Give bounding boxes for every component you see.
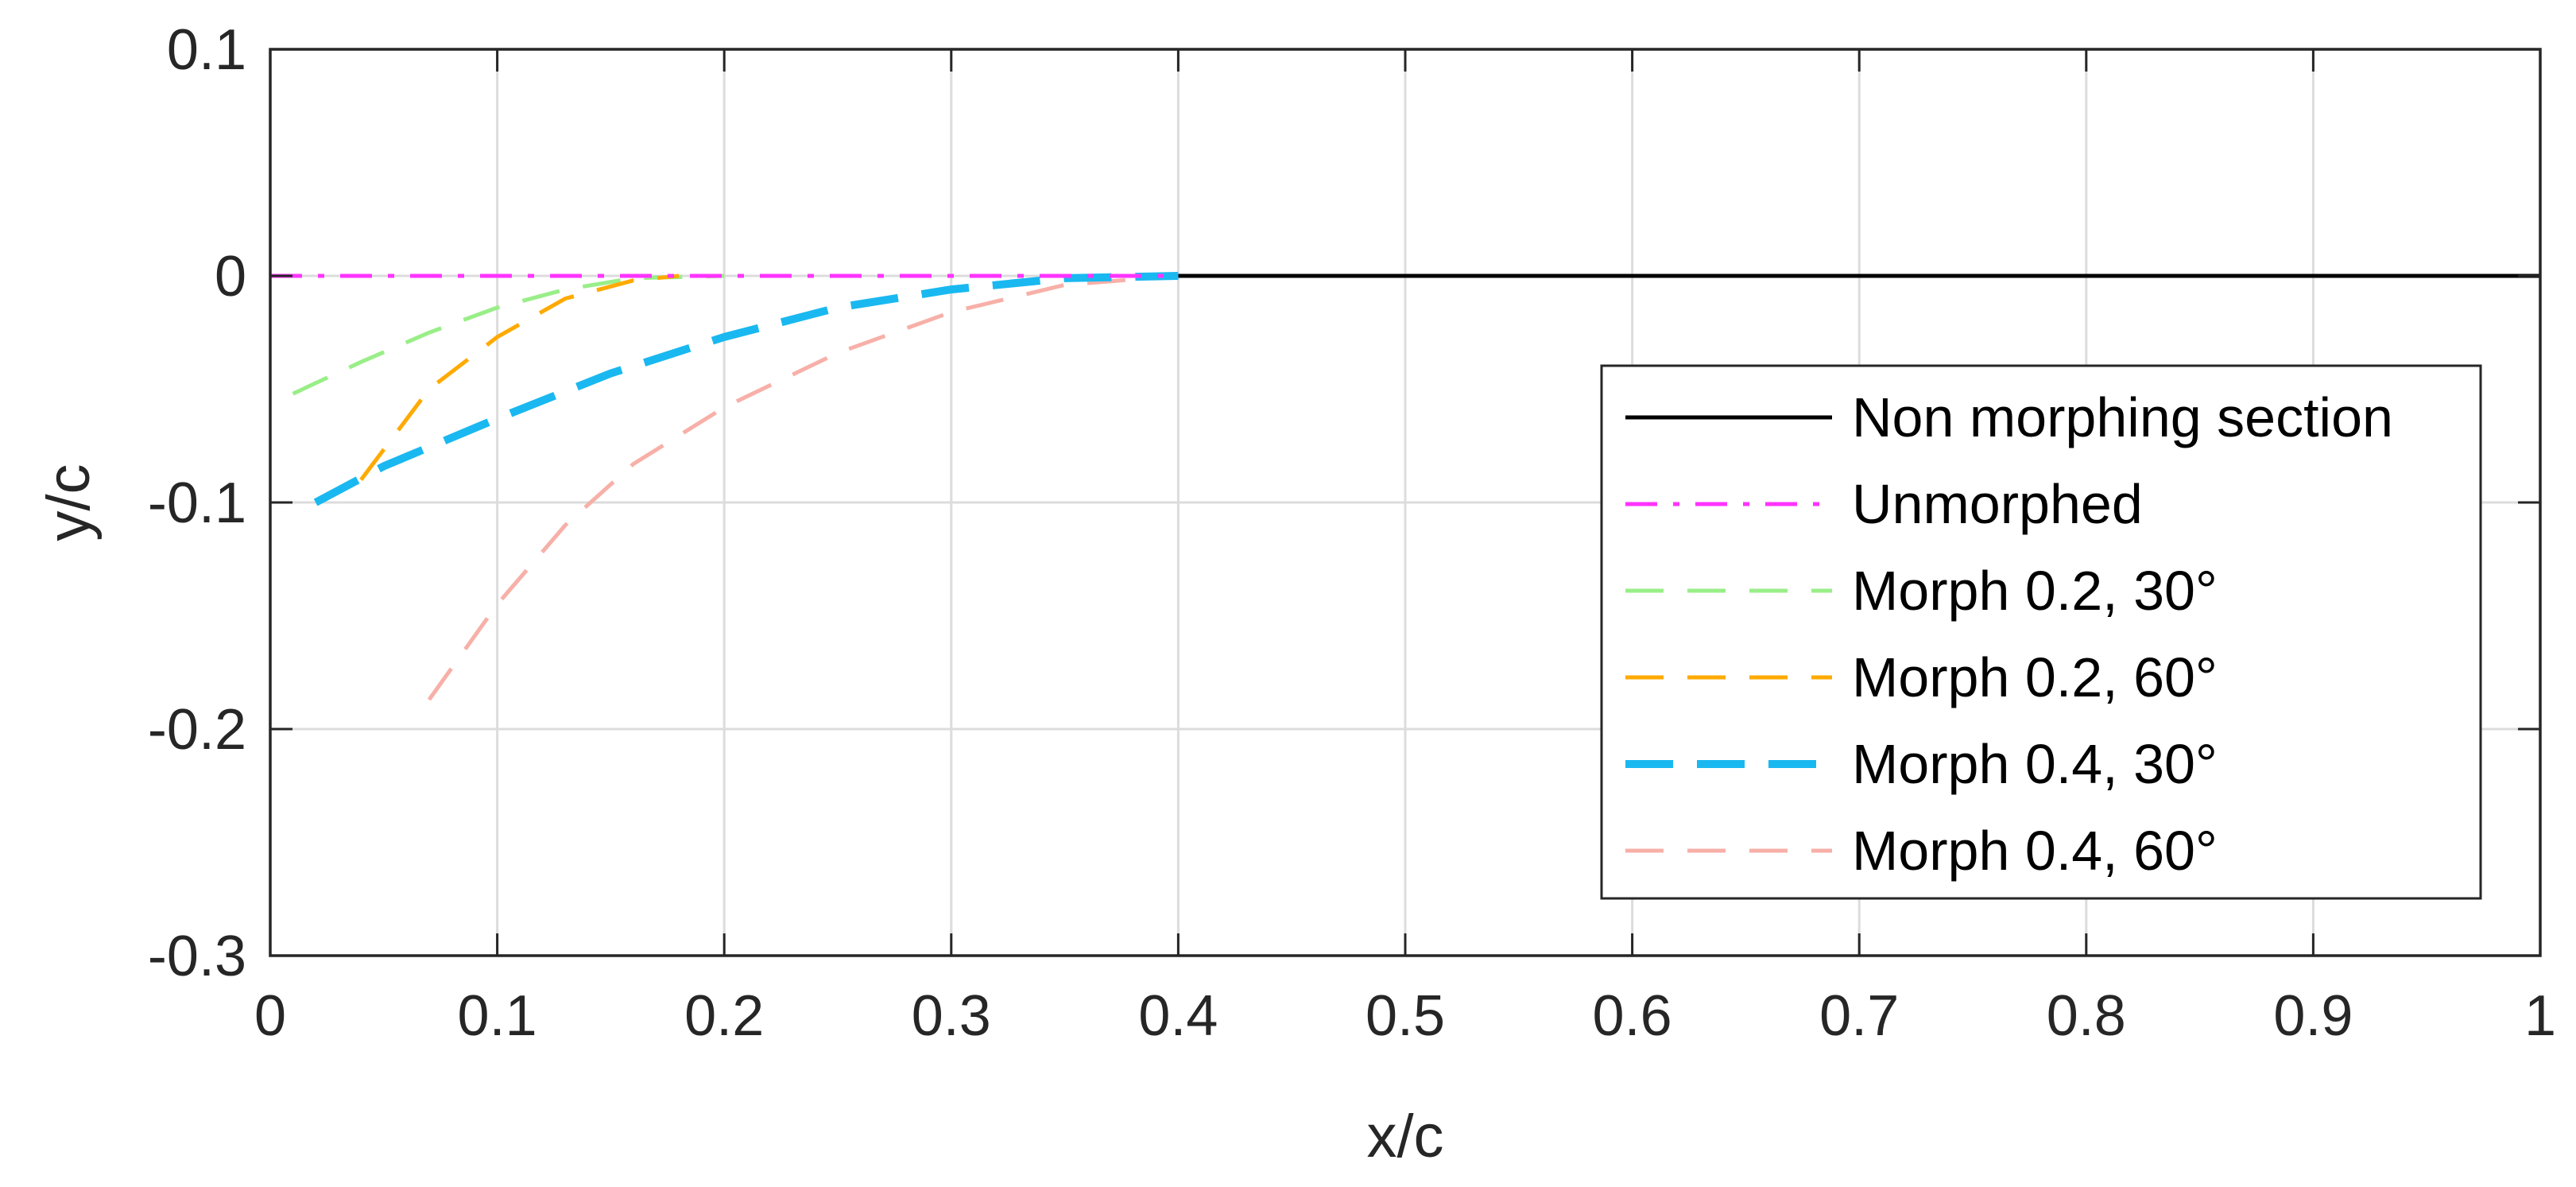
legend-label: Non morphing section [1852,386,2393,448]
legend-label: Morph 0.2, 30° [1852,560,2218,622]
x-tick-label: 0.8 [2047,984,2126,1048]
series-line-2 [292,273,725,396]
series-line-4 [313,272,1179,506]
x-axis-label: x/c [1366,1103,1443,1170]
x-tick-label: 1 [2524,984,2556,1048]
series-line-3 [359,273,680,482]
x-tick-label: 0.9 [2273,984,2353,1048]
x-tick-label: 0.4 [1138,984,1218,1048]
y-tick-label: -0.1 [148,471,246,535]
axis-ticks [269,48,2542,957]
series-line-5 [427,273,1179,701]
x-tick-labels: 0 0.1 0.2 0.3 0.4 0.5 0.6 0.7 0.8 0.9 1 [254,984,2556,1048]
legend-label: Morph 0.4, 60° [1852,820,2218,882]
y-tick-labels: 0.1 0 -0.1 -0.2 -0.3 [148,18,246,988]
x-tick-label: 0.1 [458,984,537,1048]
x-tick-label: 0.7 [1819,984,1899,1048]
x-tick-label: 0.5 [1365,984,1445,1048]
y-axis-label: y/c [35,464,103,541]
legend: Non morphing section Unmorphed Morph 0.2, … [1600,364,2482,900]
y-tick-label: 0.1 [167,18,246,82]
y-tick-label: -0.3 [148,925,246,988]
x-tick-label: 0 [254,984,286,1048]
y-tick-label: -0.2 [148,698,246,762]
x-tick-label: 0.3 [912,984,991,1048]
legend-box [1600,364,2482,900]
y-tick-label: 0 [215,245,246,308]
legend-label: Morph 0.2, 60° [1852,646,2218,708]
x-tick-label: 0.6 [1593,984,1672,1048]
x-tick-label: 0.2 [684,984,764,1048]
legend-label: Unmorphed [1852,473,2143,535]
series-lines [270,272,2540,701]
legend-label: Morph 0.4, 30° [1852,733,2218,795]
